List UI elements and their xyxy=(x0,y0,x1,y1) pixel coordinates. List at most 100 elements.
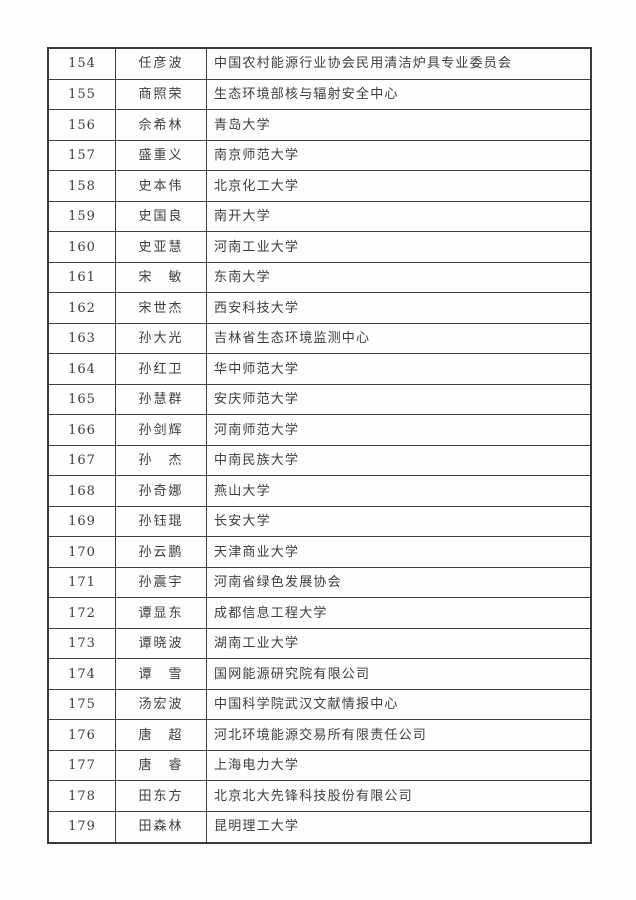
row-number: 177 xyxy=(47,749,116,782)
participants-table-body: 154 任彦波 中国农村能源行业协会民用清洁炉具专业委员会 155 商照荣 生态… xyxy=(47,47,592,844)
organization: 河南省绿色发展协会 xyxy=(206,566,592,599)
person-name: 孙红卫 xyxy=(115,353,207,385)
row-number: 173 xyxy=(47,627,116,660)
row-number: 164 xyxy=(47,353,116,385)
row-number: 160 xyxy=(47,231,116,263)
person-name: 谭 雪 xyxy=(115,658,207,690)
table-row: 171 孙震宇 河南省绿色发展协会 xyxy=(47,566,592,599)
table-row: 178 田东方 北京北大先锋科技股份有限公司 xyxy=(47,780,592,812)
table-row: 155 商照荣 生态环境部核与辐射安全中心 xyxy=(47,78,592,111)
person-name: 孙震宇 xyxy=(115,566,207,599)
organization: 中国农村能源行业协会民用清洁炉具专业委员会 xyxy=(206,47,592,80)
person-name: 宋世杰 xyxy=(115,292,207,324)
organization: 西安科技大学 xyxy=(206,292,592,324)
organization: 湖南工业大学 xyxy=(206,627,592,660)
row-number: 155 xyxy=(47,78,116,111)
person-name: 商照荣 xyxy=(115,78,207,111)
organization: 中南民族大学 xyxy=(206,444,592,477)
organization: 天津商业大学 xyxy=(206,536,592,568)
table-row: 161 宋 敏 东南大学 xyxy=(47,261,592,294)
organization: 河南工业大学 xyxy=(206,231,592,263)
organization: 国网能源研究院有限公司 xyxy=(206,658,592,690)
organization: 长安大学 xyxy=(206,505,592,538)
table-row: 177 唐 睿 上海电力大学 xyxy=(47,749,592,782)
table-row: 158 史本伟 北京化工大学 xyxy=(47,170,592,202)
organization: 北京北大先锋科技股份有限公司 xyxy=(206,780,592,812)
table-row: 172 谭显东 成都信息工程大学 xyxy=(47,597,592,629)
row-number: 174 xyxy=(47,658,116,690)
row-number: 171 xyxy=(47,566,116,599)
table-row: 162 宋世杰 西安科技大学 xyxy=(47,292,592,324)
organization: 上海电力大学 xyxy=(206,749,592,782)
row-number: 168 xyxy=(47,475,116,507)
organization: 北京化工大学 xyxy=(206,170,592,202)
table-row: 154 任彦波 中国农村能源行业协会民用清洁炉具专业委员会 xyxy=(47,47,592,80)
row-number: 163 xyxy=(47,322,116,355)
row-number: 167 xyxy=(47,444,116,477)
organization: 华中师范大学 xyxy=(206,353,592,385)
organization: 吉林省生态环境监测中心 xyxy=(206,322,592,355)
table-row: 179 田森林 昆明理工大学 xyxy=(47,810,592,844)
row-number: 154 xyxy=(47,47,116,80)
table-row: 168 孙奇娜 燕山大学 xyxy=(47,475,592,507)
row-number: 159 xyxy=(47,200,116,233)
organization: 河南师范大学 xyxy=(206,414,592,446)
row-number: 165 xyxy=(47,383,116,416)
person-name: 谭晓波 xyxy=(115,627,207,660)
table-row: 164 孙红卫 华中师范大学 xyxy=(47,353,592,385)
person-name: 田森林 xyxy=(115,810,207,844)
row-number: 176 xyxy=(47,719,116,751)
table-row: 156 佘希林 青岛大学 xyxy=(47,109,592,141)
table-row: 170 孙云鹏 天津商业大学 xyxy=(47,536,592,568)
person-name: 唐 睿 xyxy=(115,749,207,782)
row-number: 178 xyxy=(47,780,116,812)
person-name: 孙奇娜 xyxy=(115,475,207,507)
person-name: 孙大光 xyxy=(115,322,207,355)
person-name: 孙云鹏 xyxy=(115,536,207,568)
person-name: 孙 杰 xyxy=(115,444,207,477)
organization: 南京师范大学 xyxy=(206,139,592,172)
row-number: 156 xyxy=(47,109,116,141)
row-number: 172 xyxy=(47,597,116,629)
person-name: 史亚慧 xyxy=(115,231,207,263)
organization: 青岛大学 xyxy=(206,109,592,141)
row-number: 158 xyxy=(47,170,116,202)
organization: 成都信息工程大学 xyxy=(206,597,592,629)
organization: 昆明理工大学 xyxy=(206,810,592,844)
person-name: 唐 超 xyxy=(115,719,207,751)
organization: 燕山大学 xyxy=(206,475,592,507)
person-name: 田东方 xyxy=(115,780,207,812)
person-name: 史国良 xyxy=(115,200,207,233)
person-name: 孙钰琨 xyxy=(115,505,207,538)
row-number: 162 xyxy=(47,292,116,324)
row-number: 170 xyxy=(47,536,116,568)
table-row: 174 谭 雪 国网能源研究院有限公司 xyxy=(47,658,592,690)
person-name: 孙剑辉 xyxy=(115,414,207,446)
row-number: 161 xyxy=(47,261,116,294)
row-number: 169 xyxy=(47,505,116,538)
row-number: 175 xyxy=(47,688,116,721)
organization: 南开大学 xyxy=(206,200,592,233)
person-name: 史本伟 xyxy=(115,170,207,202)
row-number: 157 xyxy=(47,139,116,172)
table-row: 169 孙钰琨 长安大学 xyxy=(47,505,592,538)
table-row: 175 汤宏波 中国科学院武汉文献情报中心 xyxy=(47,688,592,721)
table-row: 157 盛重义 南京师范大学 xyxy=(47,139,592,172)
person-name: 任彦波 xyxy=(115,47,207,80)
table-row: 176 唐 超 河北环境能源交易所有限责任公司 xyxy=(47,719,592,751)
organization: 河北环境能源交易所有限责任公司 xyxy=(206,719,592,751)
row-number: 166 xyxy=(47,414,116,446)
table-row: 165 孙慧群 安庆师范大学 xyxy=(47,383,592,416)
organization: 东南大学 xyxy=(206,261,592,294)
participants-table: 154 任彦波 中国农村能源行业协会民用清洁炉具专业委员会 155 商照荣 生态… xyxy=(47,47,592,844)
table-row: 167 孙 杰 中南民族大学 xyxy=(47,444,592,477)
table-row: 159 史国良 南开大学 xyxy=(47,200,592,233)
table-row: 160 史亚慧 河南工业大学 xyxy=(47,231,592,263)
table-row: 166 孙剑辉 河南师范大学 xyxy=(47,414,592,446)
person-name: 谭显东 xyxy=(115,597,207,629)
table-row: 173 谭晓波 湖南工业大学 xyxy=(47,627,592,660)
organization: 中国科学院武汉文献情报中心 xyxy=(206,688,592,721)
person-name: 佘希林 xyxy=(115,109,207,141)
organization: 生态环境部核与辐射安全中心 xyxy=(206,78,592,111)
